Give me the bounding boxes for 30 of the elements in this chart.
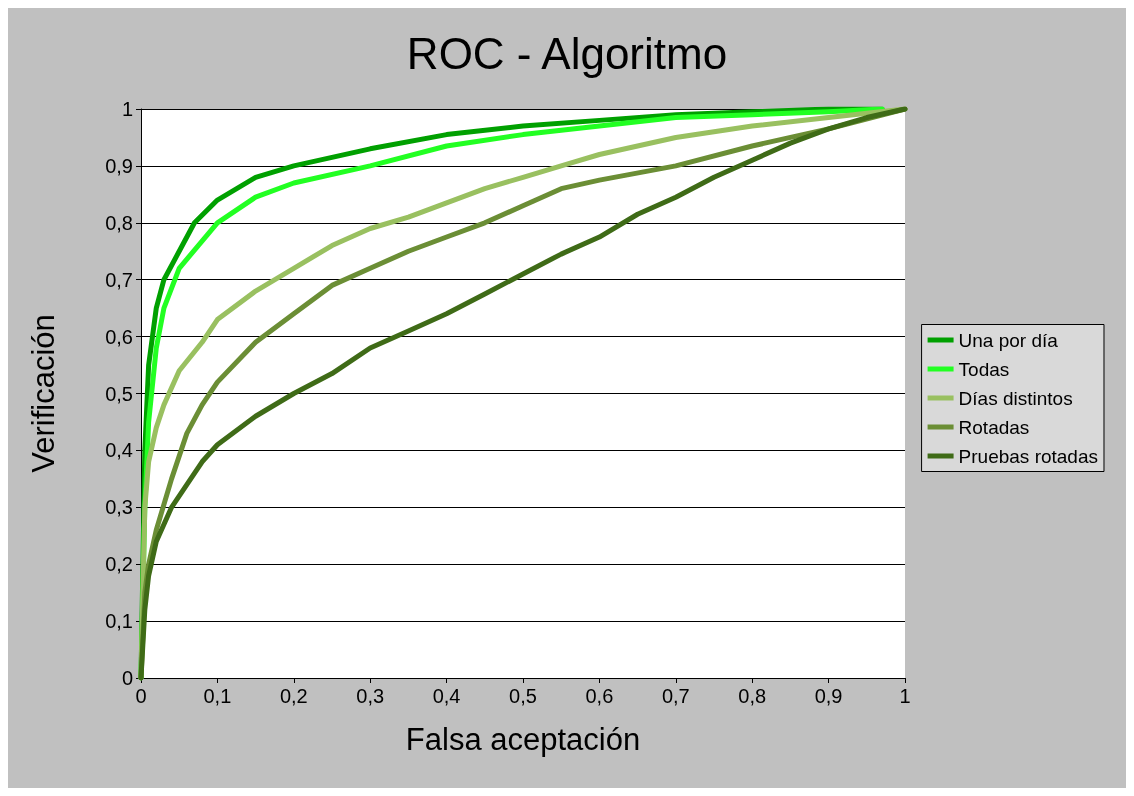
legend-label: Una por día bbox=[958, 329, 1059, 351]
x-tick-label: 0,2 bbox=[279, 685, 308, 707]
y-tick-label: 0,6 bbox=[105, 325, 133, 348]
y-tick-label: 0,8 bbox=[105, 211, 133, 234]
y-tick-label: 0,9 bbox=[105, 154, 133, 177]
x-tick-label: 0,8 bbox=[738, 685, 767, 707]
legend-label: Todas bbox=[958, 358, 1010, 380]
y-tick-label: 0,2 bbox=[105, 553, 133, 576]
y-tick-label: 1 bbox=[121, 98, 133, 120]
legend-label: Rotadas bbox=[958, 416, 1030, 438]
x-tick-label: 0,9 bbox=[814, 685, 843, 707]
x-tick-label: 0 bbox=[135, 685, 147, 707]
x-tick-label: 0,1 bbox=[203, 685, 232, 707]
x-tick-label: 0,6 bbox=[585, 685, 614, 707]
x-tick-label: 0,5 bbox=[509, 685, 537, 707]
x-tick-label: 0,7 bbox=[661, 685, 690, 707]
legend-label: Pruebas rotadas bbox=[958, 445, 1098, 467]
y-tick-label: 0,4 bbox=[105, 439, 133, 462]
y-tick-label: 0 bbox=[121, 667, 133, 689]
y-axis-title: Verificación bbox=[26, 314, 61, 473]
y-tick-label: 0,1 bbox=[105, 610, 133, 633]
x-tick-label: 0,3 bbox=[356, 685, 385, 707]
legend-label: Días distintos bbox=[958, 387, 1073, 409]
x-tick-label: 1 bbox=[899, 685, 911, 707]
y-tick-label: 0,5 bbox=[105, 382, 133, 405]
x-tick-label: 0,4 bbox=[432, 685, 461, 707]
x-axis-title: Falsa aceptación bbox=[405, 722, 641, 757]
y-tick-label: 0,7 bbox=[105, 268, 133, 291]
chart-title: ROC - Algoritmo bbox=[406, 28, 728, 78]
y-tick-label: 0,3 bbox=[105, 496, 133, 519]
